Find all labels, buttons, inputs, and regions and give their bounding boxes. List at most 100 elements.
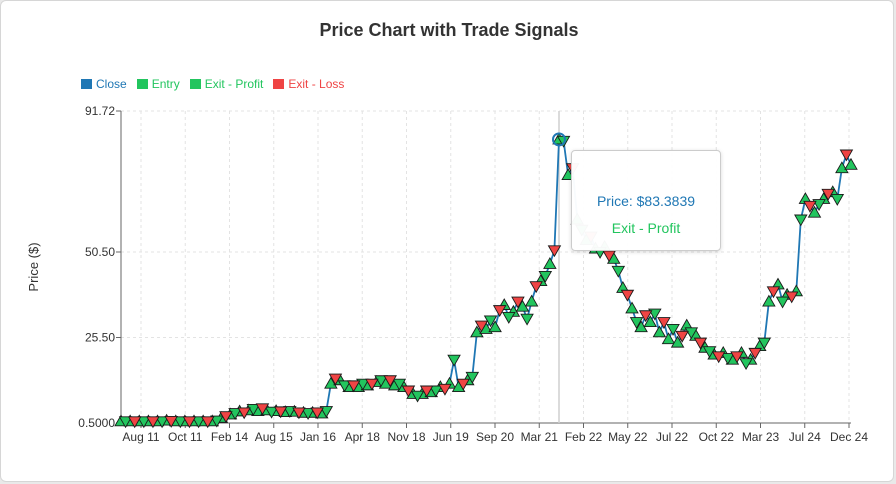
exit-loss-marker — [675, 330, 689, 343]
exit-profit-marker — [301, 408, 315, 420]
entry-marker — [625, 301, 639, 314]
exit-loss-marker — [784, 291, 799, 304]
exit-loss-marker — [365, 378, 379, 391]
exit-loss-marker — [438, 383, 452, 396]
exit-profit-marker — [392, 378, 407, 391]
entry-marker — [652, 325, 667, 338]
legend-swatch-exit-profit — [189, 79, 201, 89]
entry-marker — [643, 315, 658, 328]
exit-loss-marker — [511, 296, 525, 309]
exit-loss-marker — [200, 416, 215, 429]
y-tick-label: 91.72 — [85, 104, 115, 118]
x-tick-label: Jan 16 — [300, 430, 336, 444]
exit-loss-marker — [839, 149, 854, 162]
entry-marker — [670, 335, 685, 348]
legend-item-exit-profit[interactable]: Exit - Profit — [189, 77, 264, 91]
x-tick-label: Feb 14 — [211, 430, 249, 444]
x-tick-label: Dec 24 — [830, 430, 868, 444]
exit-loss-marker — [255, 403, 270, 416]
legend-label-exit-loss: Exit - Loss — [288, 77, 345, 91]
x-tick-label: May 22 — [608, 430, 648, 444]
tooltip-price: Price: $83.3839 — [596, 193, 696, 209]
legend-item-close[interactable]: Close — [81, 77, 127, 91]
legend-label-close: Close — [96, 77, 127, 91]
exit-profit-marker — [429, 385, 443, 398]
x-tick-label: Aug 11 — [122, 430, 159, 444]
entry-marker — [844, 157, 858, 170]
x-tick-label: Apr 18 — [345, 430, 381, 444]
exit-profit-marker — [538, 270, 553, 283]
exit-profit-marker — [137, 416, 151, 429]
exit-profit-marker — [447, 354, 461, 367]
x-tick-label: Aug 15 — [255, 430, 293, 444]
exit-loss-marker — [474, 320, 489, 333]
exit-profit-marker — [319, 406, 334, 418]
tooltip-signal: Exit - Profit — [611, 220, 681, 236]
x-tick-label: Oct 11 — [168, 430, 203, 444]
exit-profit-marker — [502, 312, 516, 324]
legend-swatch-entry — [136, 79, 148, 89]
exit-profit-marker — [264, 406, 279, 419]
exit-loss-marker — [237, 407, 251, 420]
exit-profit-marker — [666, 323, 680, 336]
exit-loss-marker — [657, 317, 671, 330]
y-axis-label: Price ($) — [26, 242, 41, 291]
exit-loss-marker — [146, 416, 160, 429]
legend-label-exit-profit: Exit - Profit — [204, 77, 264, 91]
exit-loss-marker — [346, 380, 361, 393]
entry-marker — [470, 325, 484, 338]
close-price-line — [121, 138, 852, 423]
x-tick-label: Jul 22 — [656, 430, 688, 444]
exit-loss-marker — [383, 375, 397, 388]
exit-loss-marker — [821, 188, 835, 201]
exit-profit-marker — [629, 317, 644, 330]
exit-loss-marker — [766, 286, 781, 299]
x-tick-label: Mar 21 — [521, 430, 559, 444]
exit-profit-marker — [830, 194, 845, 206]
exit-loss-marker — [182, 416, 197, 429]
exit-profit-marker — [228, 408, 242, 420]
exit-loss-marker — [492, 305, 507, 318]
legend-item-entry[interactable]: Entry — [136, 77, 180, 91]
exit-loss-marker — [328, 373, 343, 386]
exit-profit-marker — [155, 416, 169, 429]
exit-loss-marker — [620, 289, 635, 302]
exit-loss-marker — [638, 310, 653, 323]
exit-profit-marker — [739, 358, 753, 371]
x-tick-label: Nov 18 — [387, 430, 425, 444]
legend-item-exit-loss[interactable]: Exit - Loss — [273, 77, 344, 91]
exit-profit-marker — [465, 371, 480, 384]
x-tick-label: Sep 20 — [476, 430, 514, 444]
legend-swatch-close — [81, 79, 92, 89]
exit-loss-marker — [127, 416, 142, 429]
entry-marker — [835, 161, 849, 174]
exit-profit-marker — [721, 353, 735, 365]
entry-marker — [762, 294, 776, 307]
exit-loss-marker — [456, 378, 470, 391]
exit-profit-marker — [775, 296, 790, 309]
exit-profit-marker — [520, 313, 534, 326]
active-point — [552, 132, 566, 147]
entry-marker — [324, 376, 338, 389]
exit-profit-marker — [173, 416, 188, 429]
entry-marker — [661, 332, 676, 345]
chart-legend: Close Entry Exit - Profit Exit - Loss — [81, 77, 344, 91]
exit-loss-marker — [730, 351, 744, 364]
entry-marker — [524, 294, 539, 307]
exit-profit-marker — [337, 380, 352, 393]
exit-loss-marker — [401, 385, 416, 398]
exit-loss-marker — [292, 407, 306, 420]
x-tick-label: Mar 23 — [742, 430, 780, 444]
x-tick-label: Jul 24 — [789, 430, 821, 444]
legend-label-entry: Entry — [151, 77, 180, 91]
exit-loss-marker — [748, 347, 762, 360]
exit-loss-marker — [219, 411, 233, 424]
entry-marker — [488, 320, 502, 333]
exit-profit-marker — [283, 406, 297, 418]
exit-profit-marker — [684, 327, 699, 340]
exit-profit-marker — [374, 375, 388, 388]
exit-loss-marker — [547, 245, 562, 258]
chart-title: Price Chart with Trade Signals — [319, 20, 579, 40]
